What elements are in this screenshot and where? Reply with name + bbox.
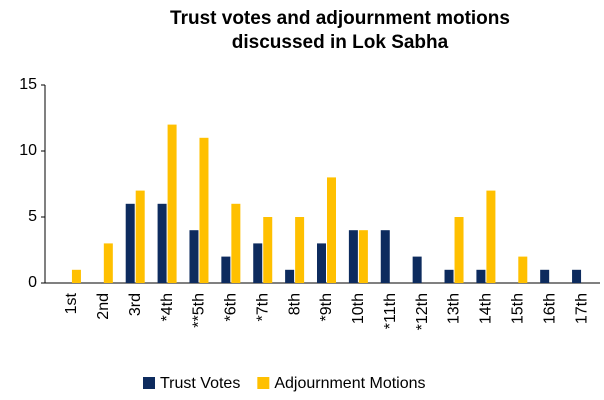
bar [263,217,273,283]
bar [103,243,113,283]
x-tick-label: *9th [318,293,335,321]
x-tick-label: *4th [159,293,176,321]
legend-swatch [143,377,155,389]
bar [518,256,528,283]
bar [231,203,241,283]
x-tick-label: 15th [510,293,527,324]
x-tick-label: 3rd [127,293,144,316]
bar [444,269,454,283]
bar [348,230,358,283]
x-tick-label: *11th [382,293,399,329]
bar [199,137,209,283]
x-tick-label: *6th [223,293,240,321]
legend-label: Adjournment Motions [274,375,425,392]
bar [486,190,496,283]
x-tick-label: 13th [446,293,463,324]
y-tick-label: 10 [19,142,37,159]
bar [358,230,368,283]
x-tick-label: 8th [286,293,303,315]
chart-title: discussed in Lok Sabha [232,32,449,53]
bar [285,269,295,283]
bar [540,269,550,283]
x-tick-label: 16th [541,293,558,324]
chart-title: Trust votes and adjournment motions [170,8,510,29]
y-tick-label: 5 [28,208,37,225]
bar [167,124,177,283]
bar [157,203,167,283]
bar [295,217,305,283]
bar [317,243,326,283]
bar [221,256,231,283]
x-tick-label: 10th [350,293,367,324]
bar [476,269,486,283]
x-tick-label: 1st [63,292,80,314]
bar [572,269,582,283]
bar [71,269,81,283]
bar [380,230,390,283]
bar [454,217,464,283]
y-tick-label: 0 [28,274,37,291]
x-tick-label: **5th [191,293,208,328]
legend-label: Trust Votes [160,375,240,392]
x-tick-label: 14th [478,293,495,324]
x-tick-label: 2nd [95,293,112,320]
bar [135,190,145,283]
bar [189,230,199,283]
y-tick-label: 15 [19,76,37,93]
bar [253,243,263,283]
x-tick-label: *7th [254,293,271,321]
bar [125,203,135,283]
legend-swatch [257,377,270,389]
bar [327,177,336,283]
x-tick-label: 17th [573,293,590,324]
bar [412,256,422,283]
x-tick-label: *12th [414,293,431,330]
